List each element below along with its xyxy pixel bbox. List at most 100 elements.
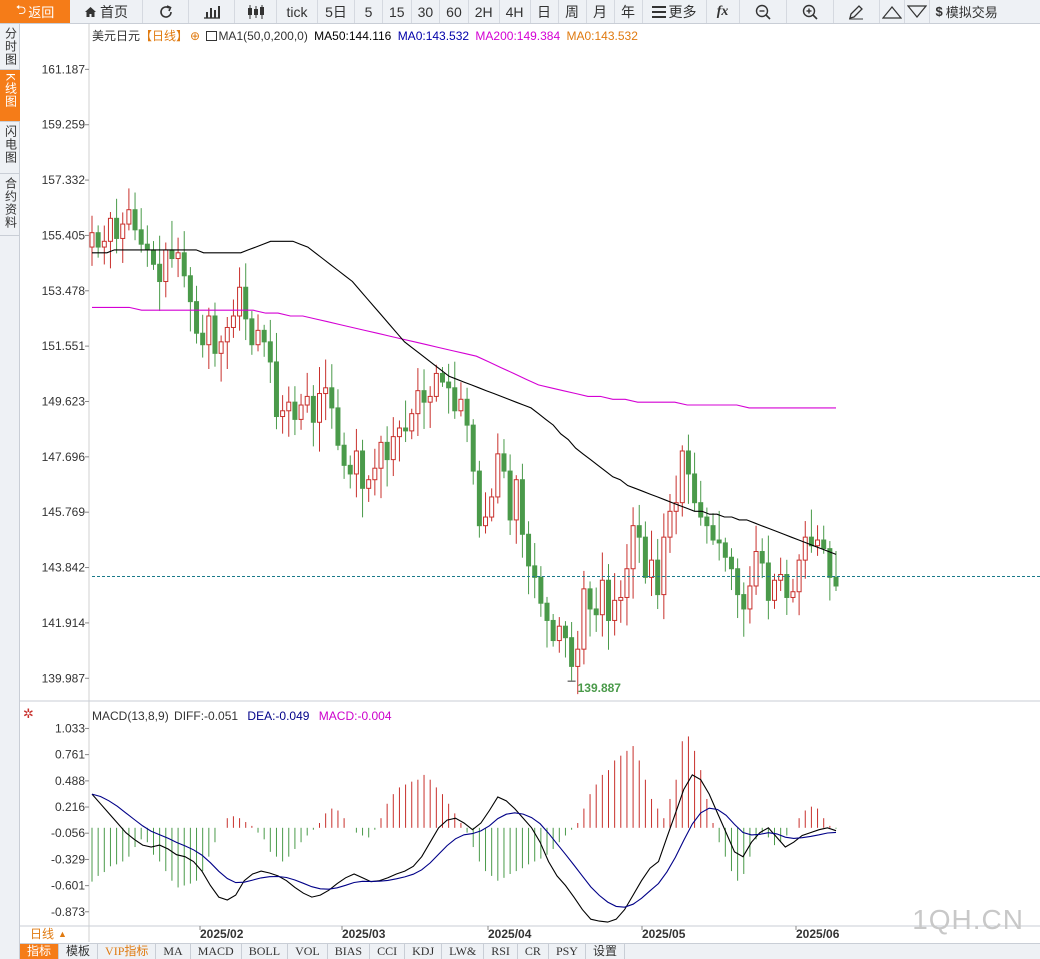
period-day[interactable]: 日 xyxy=(531,0,559,23)
candle-button[interactable] xyxy=(235,0,277,23)
formula-icon: fx xyxy=(716,3,729,19)
zoom-in-button[interactable] xyxy=(787,0,834,23)
more-button[interactable]: 更多 xyxy=(643,0,707,23)
candle-down xyxy=(335,407,341,446)
back-button[interactable]: ⮌ 返回 xyxy=(0,0,70,23)
tab-settings[interactable]: 设置 xyxy=(586,944,625,959)
sidebar-tab-label: 合约资料 xyxy=(3,177,18,229)
candle-down xyxy=(470,424,476,472)
macd-tick-label: -0.056 xyxy=(51,826,85,840)
draw-button[interactable] xyxy=(834,0,880,23)
ma50-line xyxy=(92,240,837,555)
chart-type-button[interactable] xyxy=(189,0,235,23)
tick-button[interactable]: tick xyxy=(277,0,318,23)
zoom-out-button[interactable] xyxy=(740,0,787,23)
macd-settings-icon[interactable]: ✲ xyxy=(23,706,34,721)
home-button[interactable]: 首页 xyxy=(70,0,143,23)
macd-tick-label: 1.033 xyxy=(55,721,85,735)
period-year[interactable]: 年 xyxy=(615,0,643,23)
refresh-button[interactable] xyxy=(143,0,189,23)
indicator-icon[interactable] xyxy=(206,31,218,41)
collapse-down-button[interactable] xyxy=(905,0,930,23)
sidebar-tab-label: 闪电图 xyxy=(3,125,18,164)
candle-up xyxy=(286,401,292,412)
tab-cci[interactable]: CCI xyxy=(370,944,406,959)
macd-dea-line xyxy=(91,793,837,908)
x-tick-label: 2025/04 xyxy=(488,927,532,941)
tab-vip-indicator[interactable]: VIP指标 xyxy=(98,944,157,959)
candle-down xyxy=(138,229,144,245)
candle-down xyxy=(261,329,267,343)
tab-cr[interactable]: CR xyxy=(518,944,549,959)
period-60m[interactable]: 60 xyxy=(440,0,469,23)
period-5m[interactable]: 5 xyxy=(355,0,383,23)
candle-up xyxy=(304,395,310,406)
tab-boll[interactable]: BOLL xyxy=(242,944,289,959)
candle-down xyxy=(249,318,255,346)
price-tick-label: 139.987 xyxy=(42,671,86,685)
period-5d[interactable]: 5日 xyxy=(318,0,355,23)
candle-down xyxy=(187,275,193,303)
tab-template[interactable]: 模板 xyxy=(59,944,99,959)
candle-up xyxy=(427,395,433,403)
macd-tick-label: -0.329 xyxy=(51,852,85,866)
period-selector-button[interactable]: 日线 ▲ xyxy=(30,927,67,941)
tab-bias[interactable]: BIAS xyxy=(328,944,371,959)
sidebar-tab-kline[interactable]: K线图 xyxy=(0,70,20,122)
macd-tick-label: 0.761 xyxy=(55,748,85,762)
macd-tick-label: 0.488 xyxy=(55,774,85,788)
period-month[interactable]: 月 xyxy=(587,0,615,23)
candle-up xyxy=(747,585,753,610)
candlestick-icon xyxy=(246,4,266,20)
candle-up xyxy=(581,588,587,650)
candle-down xyxy=(642,536,648,578)
macd-tick-label: -0.601 xyxy=(51,879,85,893)
candle-down xyxy=(347,464,353,475)
chart-area[interactable]: 161.187 159.259 157.332 155.405 153.478 151.5… xyxy=(20,24,1040,942)
macd-dif-line xyxy=(91,774,837,923)
sidebar-tab-timeshare[interactable]: 分时图 xyxy=(0,24,20,70)
period-week[interactable]: 周 xyxy=(559,0,587,23)
sidebar-tab-flash[interactable]: 闪电图 xyxy=(0,122,20,174)
zoom-out-icon xyxy=(755,4,771,20)
candle-up xyxy=(255,329,261,346)
price-tick-label: 157.332 xyxy=(42,173,86,187)
candle-down xyxy=(212,315,218,354)
toolbar: ⮌ 返回 首页 tick 5日 5 15 30 60 2H 4H 日 周 月 年… xyxy=(0,0,1040,24)
candle-up xyxy=(612,599,618,621)
tab-ma[interactable]: MA xyxy=(156,944,191,959)
tab-psy[interactable]: PSY xyxy=(549,944,586,959)
candle-up xyxy=(126,209,132,225)
tab-kdj[interactable]: KDJ xyxy=(405,944,443,959)
candle-down xyxy=(741,594,747,610)
tab-macd[interactable]: MACD xyxy=(191,944,242,959)
sidebar-tab-contract-info[interactable]: 合约资料 xyxy=(0,174,20,236)
candle-down xyxy=(507,470,513,521)
candle-up xyxy=(489,496,495,518)
formula-button[interactable]: fx xyxy=(707,0,740,23)
simulated-trade-button[interactable]: $ 模拟交易 xyxy=(935,4,998,20)
price-tick-label: 141.914 xyxy=(42,616,86,630)
candle-down xyxy=(421,390,427,403)
period-15m[interactable]: 15 xyxy=(383,0,412,23)
period-30m[interactable]: 30 xyxy=(412,0,441,23)
zoom-in-icon xyxy=(802,4,818,20)
tab-lw[interactable]: LW& xyxy=(442,944,485,959)
kline-chart[interactable]: 161.187 159.259 157.332 155.405 153.478 151.5… xyxy=(20,24,1040,942)
tab-vol[interactable]: VOL xyxy=(288,944,328,959)
candle-up xyxy=(673,502,679,512)
refresh-icon xyxy=(158,4,174,20)
candle-down xyxy=(655,559,661,596)
price-tick-label: 161.187 xyxy=(42,62,86,76)
period-4h[interactable]: 4H xyxy=(500,0,531,23)
candle-down xyxy=(95,232,101,248)
settings-icon[interactable]: ⊕ xyxy=(190,29,201,43)
candle-down xyxy=(544,602,550,621)
candle-up xyxy=(513,479,519,521)
tab-rsi[interactable]: RSI xyxy=(484,944,518,959)
candle-down xyxy=(704,516,710,527)
candle-down xyxy=(735,568,741,596)
collapse-up-button[interactable] xyxy=(880,0,905,23)
tab-indicator[interactable]: 指标 xyxy=(20,944,60,959)
period-2h[interactable]: 2H xyxy=(469,0,500,23)
